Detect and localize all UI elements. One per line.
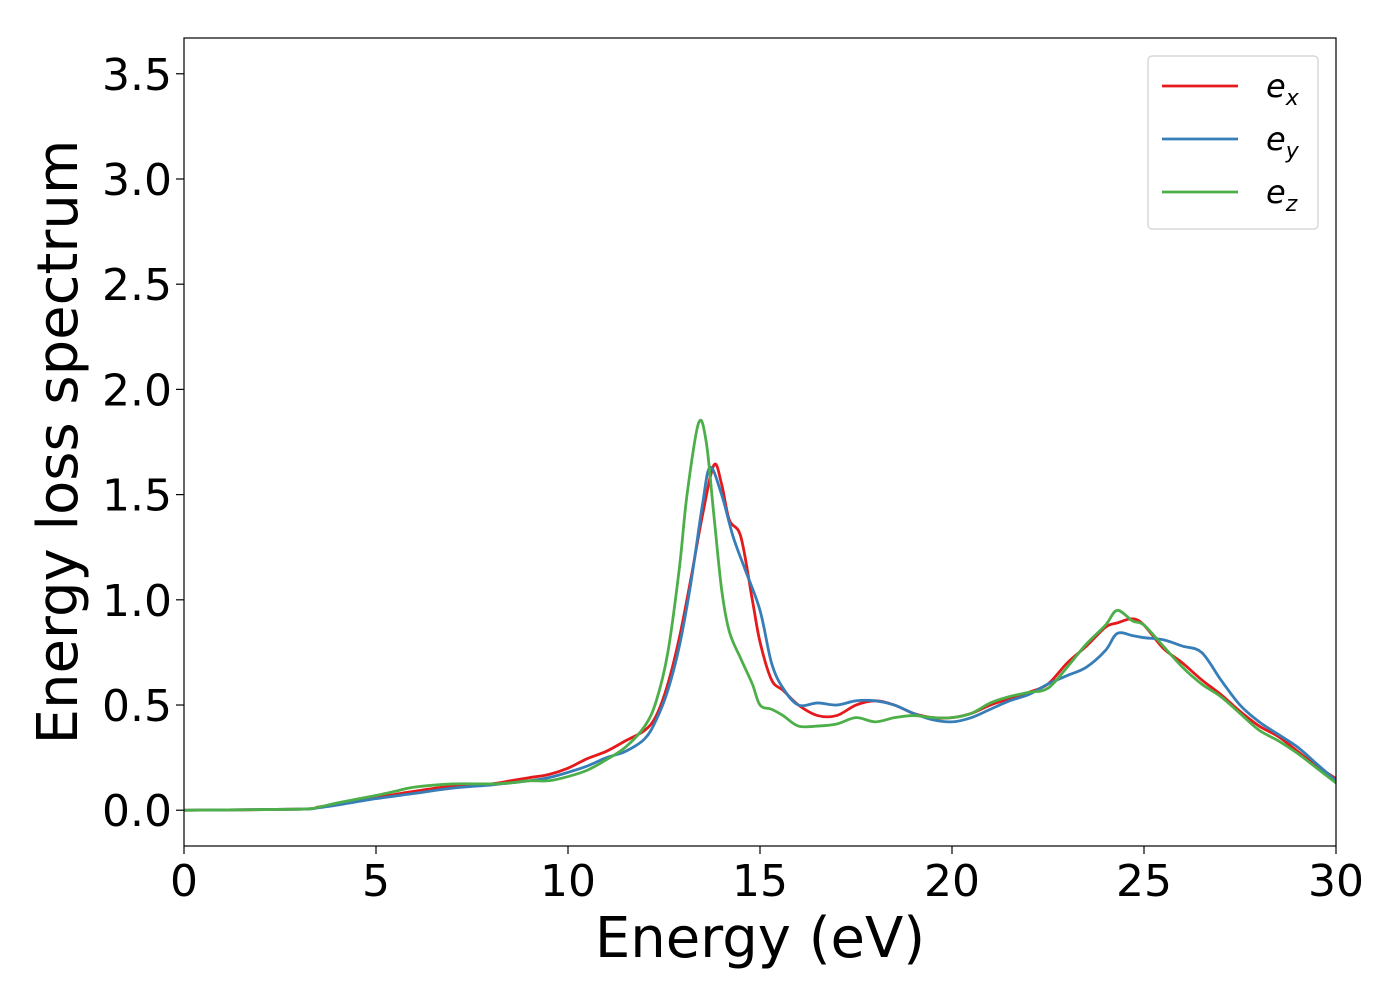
legend-label-z: ez <box>1266 173 1298 217</box>
x-axis-label: Energy (eV) <box>595 906 925 971</box>
x-tick-label: 25 <box>1116 856 1172 907</box>
x-tick-label: 20 <box>924 856 980 907</box>
x-tick-label: 5 <box>362 856 390 907</box>
x-tick-label: 10 <box>540 856 596 907</box>
y-tick-label: 0.5 <box>102 681 172 732</box>
legend-frame <box>1147 55 1319 230</box>
series-layer <box>184 418 1336 812</box>
legend-label-subscript: z <box>1285 192 1298 217</box>
y-tick-label: 1.5 <box>102 471 172 522</box>
y-axis-label: Energy loss spectrum <box>26 140 91 745</box>
y-tick-label: 2.0 <box>102 365 172 416</box>
x-tick-label: 15 <box>732 856 788 907</box>
legend-label-base: e <box>1266 67 1286 105</box>
x-tick-label: 30 <box>1308 856 1364 907</box>
series-line-z <box>184 418 1336 812</box>
y-tick-label: 0.0 <box>102 786 172 837</box>
y-axis-ticks: 0.0 0.5 1.0 1.5 2.0 2.5 3.0 3.5 <box>102 50 184 837</box>
legend-label-x: ex <box>1266 67 1300 111</box>
y-tick-label: 1.0 <box>102 576 172 627</box>
y-tick-label: 3.0 <box>102 155 172 206</box>
x-tick-label: 0 <box>170 856 198 907</box>
y-tick-label: 3.5 <box>102 50 172 101</box>
legend-label-subscript: x <box>1285 86 1300 111</box>
y-tick-label: 2.5 <box>102 260 172 311</box>
legend-label-base: e <box>1266 173 1286 211</box>
legend-label-y: ey <box>1266 120 1300 164</box>
legend-label-base: e <box>1266 120 1286 158</box>
x-axis-ticks: 0 5 10 15 20 25 30 <box>170 846 1364 907</box>
legend-label-subscript: y <box>1285 139 1300 164</box>
